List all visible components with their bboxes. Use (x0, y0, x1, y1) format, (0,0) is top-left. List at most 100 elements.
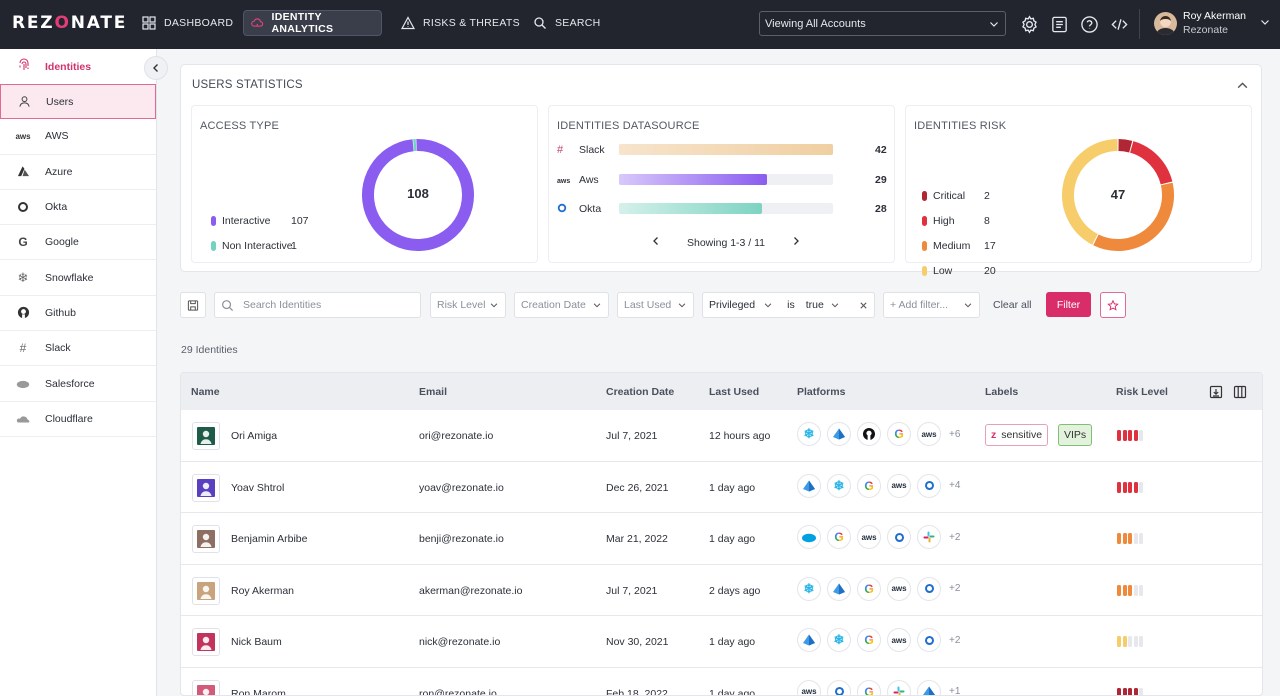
snowflake-icon[interactable]: ❄ (797, 422, 821, 446)
donut-slice-high[interactable] (1129, 141, 1173, 185)
snowflake-icon[interactable]: ❄ (827, 473, 851, 498)
close-icon[interactable] (859, 301, 868, 310)
more-platforms-count[interactable]: +4 (949, 480, 961, 491)
nav-identity-analytics[interactable]: IDENTITY ANALYTICS (243, 10, 382, 36)
brand-logo[interactable]: REZONATE (12, 13, 128, 33)
table-row[interactable]: Yoav Shtrol yoav@rezonate.io Dec 26, 2021 1… (181, 462, 1262, 513)
sidebar-item-users[interactable]: Users (0, 84, 156, 120)
aws-icon[interactable]: aws (887, 473, 911, 498)
google-icon[interactable]: G (857, 679, 881, 695)
nav-risks-threats[interactable]: RISKS & THREATS (394, 10, 527, 36)
snowflake-icon[interactable]: ❄ (827, 628, 851, 652)
help-icon[interactable] (1079, 14, 1099, 34)
okta-icon[interactable] (917, 576, 941, 601)
filter-button[interactable]: Filter (1046, 292, 1091, 317)
identities-risk-panel: IDENTITIES RISK Critical 2 High 8 Medium 17 Lo… (905, 105, 1252, 277)
aws-icon[interactable]: aws (887, 628, 911, 652)
last-used-filter[interactable]: Last Used (617, 292, 694, 318)
chevron-right-icon[interactable] (791, 236, 801, 249)
datasource-row[interactable]: aws Aws 29 (557, 173, 889, 187)
nav-search[interactable]: SEARCH (526, 10, 608, 36)
more-platforms-count[interactable]: +2 (949, 634, 961, 646)
donut-slice-interactive[interactable] (362, 139, 474, 251)
columns-icon[interactable] (1233, 385, 1247, 402)
google-icon[interactable]: G (827, 525, 851, 549)
sidebar-item-aws[interactable]: aws AWS (0, 119, 156, 155)
sidebar-item-azure[interactable]: Azure (0, 155, 156, 190)
donut-slice-critical[interactable] (1118, 139, 1133, 153)
google-icon[interactable]: G (857, 576, 881, 601)
user-menu[interactable]: Roy Akerman Rezonate (1154, 9, 1271, 37)
nav-dashboard[interactable]: DASHBOARD (135, 10, 240, 36)
document-icon[interactable] (1049, 14, 1069, 34)
more-platforms-count[interactable]: +2 (949, 531, 961, 543)
collapse-sidebar-button[interactable] (144, 56, 168, 80)
download-icon[interactable] (1209, 385, 1223, 402)
aws-icon[interactable]: aws (887, 576, 911, 601)
label-badge[interactable]: VIPs (1058, 424, 1093, 446)
sidebar-header[interactable]: Identities (0, 49, 156, 84)
okta-icon[interactable] (917, 628, 941, 652)
azure-icon[interactable] (827, 576, 851, 601)
sidebar-item-okta[interactable]: Okta (0, 190, 156, 226)
aws-icon[interactable]: aws (917, 422, 941, 446)
sidebar-item-slack[interactable]: # Slack (0, 331, 156, 367)
favorite-button[interactable] (1100, 292, 1126, 318)
col-risk-level[interactable]: Risk Level (1116, 386, 1168, 398)
sidebar-item-salesforce[interactable]: Salesforce (0, 366, 156, 402)
chevron-up-icon[interactable] (1236, 79, 1249, 95)
search-input[interactable]: Search Identities (214, 292, 421, 318)
account-select[interactable]: Viewing All Accounts (759, 11, 1006, 36)
slack-icon[interactable] (887, 679, 911, 695)
risk-level-filter[interactable]: Risk Level (430, 292, 506, 318)
donut-slice-low[interactable] (1062, 139, 1118, 245)
gear-icon[interactable] (1019, 14, 1039, 34)
col-email[interactable]: Email (419, 386, 448, 398)
slack-icon[interactable] (917, 525, 941, 549)
okta-icon[interactable] (827, 679, 851, 695)
snowflake-icon[interactable]: ❄ (797, 576, 821, 601)
chevron-left-icon[interactable] (651, 236, 661, 249)
table-row[interactable]: Ron Marom ron@rezonate.io Feb 18, 2022 1 da… (181, 668, 1262, 696)
google-icon[interactable]: G (887, 422, 911, 446)
donut-slice-medium[interactable] (1093, 182, 1174, 251)
azure-icon[interactable] (827, 422, 851, 446)
salesforce-icon[interactable] (797, 525, 821, 549)
clear-all-button[interactable]: Clear all (993, 299, 1032, 311)
github-icon[interactable] (857, 422, 881, 446)
col-last-used[interactable]: Last Used (709, 386, 760, 398)
code-icon[interactable] (1109, 14, 1129, 34)
table-row[interactable]: Roy Akerman akerman@rezonate.io Jul 7, 202… (181, 565, 1262, 616)
save-view-button[interactable] (180, 292, 206, 318)
sidebar-item-google[interactable]: G Google (0, 225, 156, 261)
azure-icon[interactable] (797, 473, 821, 498)
datasource-row[interactable]: # Slack 42 (557, 143, 889, 157)
col-name[interactable]: Name (191, 386, 220, 398)
sidebar-item-snowflake[interactable]: ❄ Snowflake (0, 260, 156, 296)
okta-icon[interactable] (917, 473, 941, 498)
col-platforms[interactable]: Platforms (797, 386, 846, 398)
label-badge[interactable]: z sensitive (985, 424, 1049, 446)
more-platforms-count[interactable]: +6 (949, 428, 961, 440)
more-platforms-count[interactable]: +2 (949, 583, 961, 594)
col-creation-date[interactable]: Creation Date (606, 386, 675, 398)
sidebar-item-cloudflare[interactable]: Cloudflare (0, 402, 156, 437)
azure-icon[interactable] (797, 628, 821, 652)
creation-date-filter[interactable]: Creation Date (514, 292, 609, 318)
google-icon[interactable]: G (857, 628, 881, 652)
sidebar-item-github[interactable]: Github (0, 296, 156, 332)
table-row[interactable]: Ori Amiga ori@rezonate.io Jul 7, 2021 12 ho… (181, 410, 1262, 462)
table-row[interactable]: Benjamin Arbibe benji@rezonate.io Mar 21, … (181, 513, 1262, 565)
okta-icon[interactable] (887, 525, 911, 549)
add-filter-button[interactable]: + Add filter... (883, 292, 980, 318)
privileged-filter-chip[interactable]: Privileged is true (702, 292, 875, 318)
col-labels[interactable]: Labels (985, 386, 1019, 398)
aws-icon[interactable]: aws (857, 525, 881, 549)
azure-icon[interactable] (917, 679, 941, 695)
more-platforms-count[interactable]: +1 (949, 686, 961, 696)
filter-value[interactable]: true (805, 299, 824, 311)
aws-icon[interactable]: aws (797, 679, 821, 695)
google-icon[interactable]: G (857, 473, 881, 498)
datasource-row[interactable]: Okta 28 (557, 202, 889, 216)
table-row[interactable]: Nick Baum nick@rezonate.io Nov 30, 2021 1 d… (181, 616, 1262, 668)
